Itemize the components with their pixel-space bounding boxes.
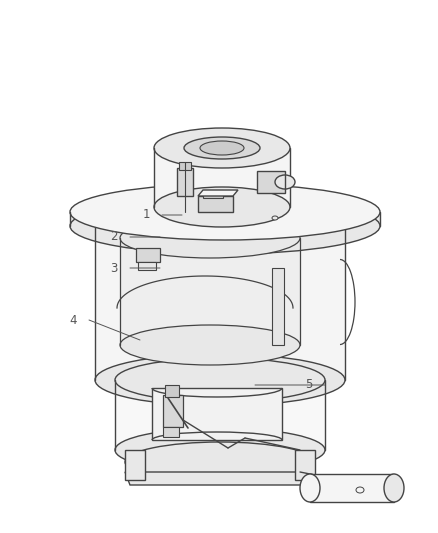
Bar xyxy=(203,190,223,198)
Polygon shape xyxy=(310,474,394,502)
Ellipse shape xyxy=(272,216,278,220)
Ellipse shape xyxy=(384,474,404,502)
Ellipse shape xyxy=(115,428,325,472)
Ellipse shape xyxy=(154,128,290,168)
Ellipse shape xyxy=(120,325,300,365)
Text: 3: 3 xyxy=(111,262,118,274)
Ellipse shape xyxy=(125,442,315,482)
Bar xyxy=(163,395,183,427)
Bar xyxy=(138,262,156,270)
Ellipse shape xyxy=(95,354,345,406)
Bar xyxy=(198,196,233,212)
Bar xyxy=(179,162,191,170)
Text: 1: 1 xyxy=(142,208,150,222)
Ellipse shape xyxy=(70,198,380,254)
Polygon shape xyxy=(125,472,315,485)
Polygon shape xyxy=(70,212,380,226)
Polygon shape xyxy=(120,238,300,345)
Polygon shape xyxy=(154,148,290,207)
Bar xyxy=(136,248,160,262)
Polygon shape xyxy=(115,380,325,450)
Ellipse shape xyxy=(200,141,244,155)
Bar xyxy=(165,385,179,397)
Bar xyxy=(257,171,285,193)
Ellipse shape xyxy=(95,200,345,252)
Bar xyxy=(177,168,193,196)
Text: 2: 2 xyxy=(110,230,118,244)
Ellipse shape xyxy=(184,137,260,159)
Ellipse shape xyxy=(300,474,320,502)
Ellipse shape xyxy=(115,358,325,402)
Ellipse shape xyxy=(275,175,295,189)
Text: 4: 4 xyxy=(70,313,77,327)
Bar xyxy=(272,268,284,345)
Ellipse shape xyxy=(120,218,300,258)
Polygon shape xyxy=(198,190,238,196)
Polygon shape xyxy=(95,226,345,380)
Ellipse shape xyxy=(154,187,290,227)
Text: 5: 5 xyxy=(306,378,313,392)
Bar xyxy=(152,388,282,440)
Ellipse shape xyxy=(70,184,380,240)
Polygon shape xyxy=(295,450,315,480)
Polygon shape xyxy=(125,450,145,480)
Bar xyxy=(163,427,179,437)
